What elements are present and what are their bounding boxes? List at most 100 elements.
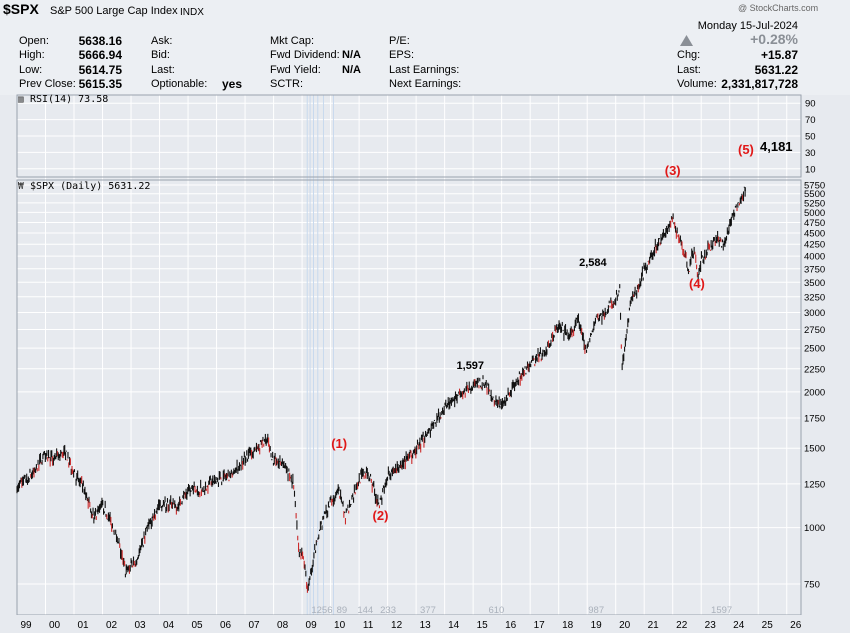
symbol: $SPX [3, 1, 39, 17]
price-tick-label: 4500 [804, 229, 825, 240]
prev-close-value: 5615.35 [78, 77, 122, 91]
bid-label: Bid: [151, 49, 170, 61]
open-label: Open: [19, 35, 49, 47]
price-title: $SPX (Daily) 5631.22 [30, 181, 150, 192]
rsi-tick-label: 90 [805, 99, 816, 110]
price-tick-label: 3000 [804, 308, 825, 319]
rsi-tick-label: 10 [805, 164, 816, 175]
fwd-dividend-label: Fwd Dividend: [270, 49, 340, 61]
price-tick-label: 2000 [804, 387, 825, 398]
x-tick-label: 19 [591, 620, 603, 631]
x-tick-label: 05 [191, 620, 203, 631]
last-price-label: Last: [677, 64, 701, 76]
optionable-label: Optionable: [151, 78, 208, 90]
next-earnings-label: Next Earnings: [389, 78, 462, 90]
price-tick-label: 5750 [804, 181, 825, 192]
price-series [16, 186, 746, 593]
price-tick-label: 5500 [804, 189, 825, 200]
rsi-tick-label: 70 [805, 115, 816, 126]
rsi-tick-label: 50 [805, 132, 816, 143]
ask-label: Ask: [151, 35, 173, 47]
price-tick-label: 1500 [804, 444, 825, 455]
x-tick-label: 12 [391, 620, 403, 631]
price-tick-label: 3500 [804, 278, 825, 289]
plot-frame [0, 94, 850, 633]
quote-header: $SPX S&P 500 Large Cap Index INDX @ Stoc… [0, 0, 850, 95]
last-price-value: 5631.22 [754, 63, 798, 77]
security-name: S&P 500 Large Cap Index [50, 5, 178, 17]
x-tick-label: 23 [705, 620, 717, 631]
price-tick-label: 750 [804, 579, 820, 590]
volume-label: Volume: [677, 78, 717, 90]
mkt-cap-label: Mkt Cap: [270, 35, 315, 47]
x-tick-label: 02 [106, 620, 118, 631]
x-tick-label: 26 [790, 620, 802, 631]
rsi-wave-label: (5) [738, 142, 754, 157]
price-tick-label: 4000 [804, 252, 825, 263]
bar-count-label: 610 [488, 605, 504, 616]
wave-label: (2) [373, 508, 389, 523]
price-tick-label: 3750 [804, 264, 825, 275]
x-tick-label: 06 [220, 620, 232, 631]
bar-count-label: 144 [357, 605, 373, 616]
price-tick-label: 5000 [804, 208, 825, 219]
last-label: Last: [151, 64, 175, 76]
x-tick-label: 13 [420, 620, 432, 631]
x-tick-label: 17 [534, 620, 546, 631]
x-axis-band [0, 615, 850, 633]
x-tick-label: 04 [163, 620, 175, 631]
x-tick-label: 10 [334, 620, 346, 631]
high-value: 5666.94 [78, 48, 122, 62]
x-tick-label: 25 [762, 620, 774, 631]
price-tick-label: 1250 [804, 479, 825, 490]
x-tick-label: 08 [277, 620, 289, 631]
x-tick-label: 01 [77, 620, 89, 631]
fwd-yield-value: N/A [342, 64, 361, 76]
x-tick-label: 00 [49, 620, 61, 631]
price-tick-label: 1000 [804, 523, 825, 534]
price-tick-label: 5250 [804, 198, 825, 209]
fwd-dividend-value: N/A [342, 49, 361, 61]
wave-label: (1) [331, 436, 347, 451]
x-tick-label: 16 [505, 620, 517, 631]
x-tick-label: 20 [619, 620, 631, 631]
rsi-panel-frame [16, 94, 802, 178]
price-tick-label: 4250 [804, 240, 825, 251]
price-tick-label: 2250 [804, 364, 825, 375]
wave-label: (3) [665, 163, 681, 178]
x-tick-label: 21 [648, 620, 660, 631]
price-panel-frame [16, 179, 802, 616]
grid [16, 95, 801, 615]
sctr-label: SCTR: [270, 78, 303, 90]
rsi-value-label: 4,181 [760, 139, 793, 154]
rsi-tick-label: 30 [805, 148, 816, 159]
price-tick-label: 4750 [804, 218, 825, 229]
axis-ticks: 99 00 01 02 03 04 05 06 07 08 09 10 11 12 13 14 15 16 17 18… [20, 99, 825, 631]
x-tick-label: 99 [20, 620, 32, 631]
x-tick-label: 07 [249, 620, 261, 631]
x-tick-label: 24 [733, 620, 745, 631]
bar-count-label: 1256 [311, 605, 332, 616]
chg-value: +15.87 [760, 48, 798, 62]
watermark: @ StockCharts.com [738, 3, 819, 13]
wave-label: (4) [689, 276, 705, 291]
prev-close-label: Prev Close: [19, 78, 76, 90]
price-tick-label: 3250 [804, 292, 825, 303]
low-value: 5614.75 [78, 63, 122, 77]
price-tick-label: 2750 [804, 325, 825, 336]
fwd-yield-label: Fwd Yield: [270, 64, 321, 76]
x-tick-label: 11 [363, 620, 374, 631]
bar-count-label: 1597 [711, 605, 732, 616]
low-label: Low: [19, 64, 43, 76]
bar-count-label: 233 [380, 605, 396, 616]
rsi-icon: ▥ [18, 94, 24, 105]
pe-label: P/E: [389, 35, 410, 47]
x-tick-label: 22 [676, 620, 688, 631]
bar-count-label: 89 [337, 605, 348, 616]
bar-count-label: 377 [420, 605, 436, 616]
quote-date: Monday 15-Jul-2024 [697, 20, 798, 32]
chg-label: Chg: [677, 49, 701, 61]
open-value: 5638.16 [78, 34, 122, 48]
x-tick-label: 15 [477, 620, 489, 631]
